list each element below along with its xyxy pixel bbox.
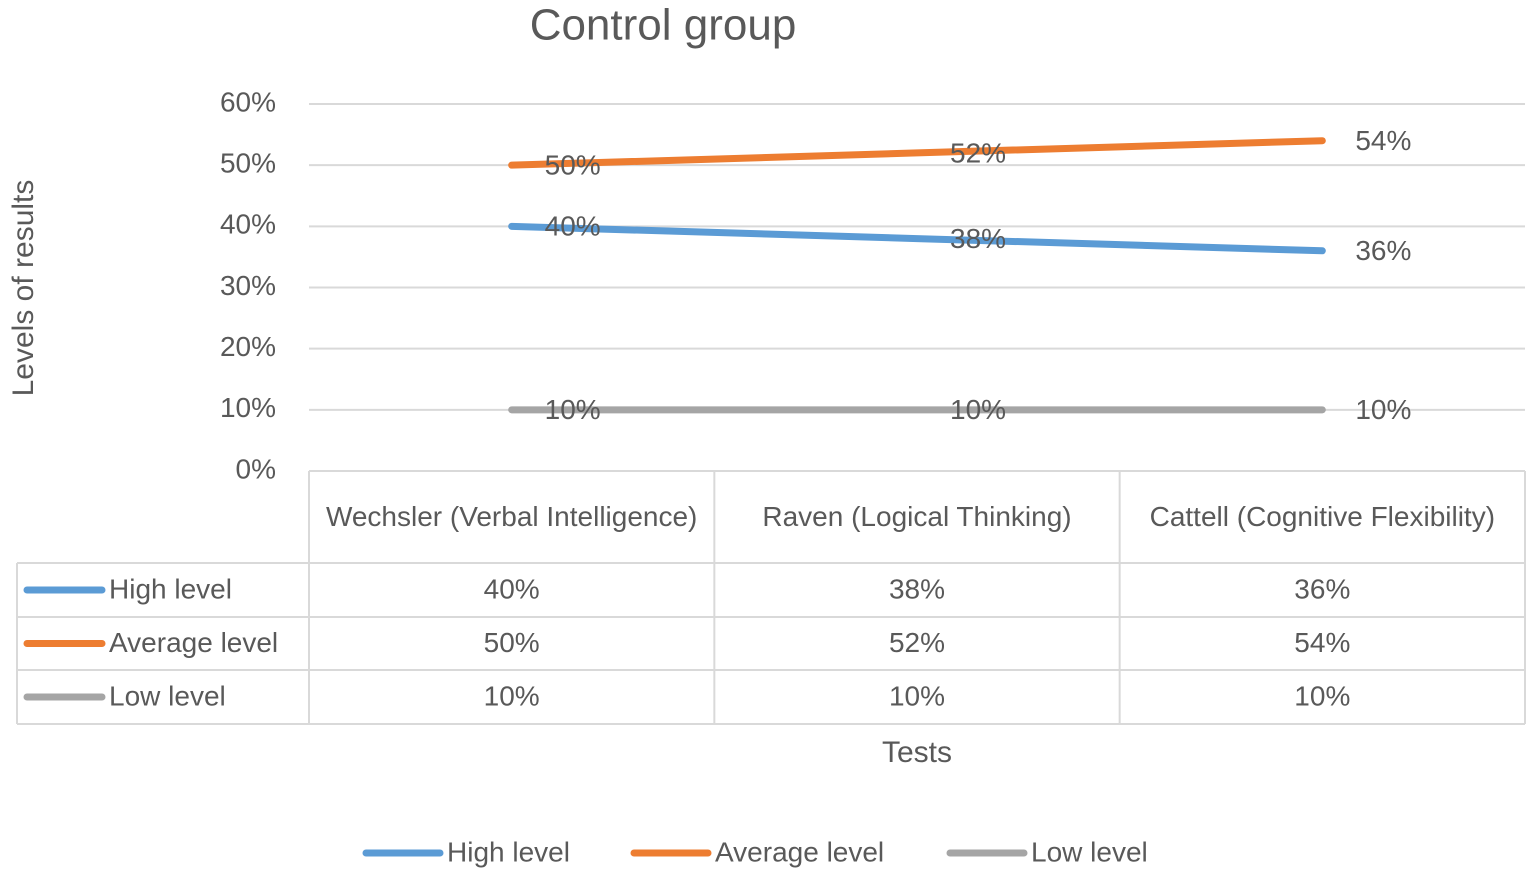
- data-label: 10%: [950, 394, 1006, 425]
- data-label: 54%: [1355, 125, 1411, 156]
- series-line: [508, 137, 1326, 169]
- data-label: 52%: [950, 137, 1006, 168]
- table-series-name: Low level: [109, 680, 226, 711]
- y-tick-label: 0%: [236, 453, 276, 484]
- table-series-name: Average level: [109, 627, 278, 658]
- legend-label: Average level: [715, 836, 884, 867]
- table-cell: 38%: [889, 573, 945, 604]
- y-tick-label: 60%: [220, 86, 276, 117]
- legend-label: High level: [447, 836, 570, 867]
- table-header: Wechsler (Verbal Intelligence): [325, 501, 698, 532]
- data-label: 40%: [545, 211, 601, 242]
- table-header: Cattell (Cognitive Flexibility): [1149, 501, 1496, 532]
- data-label: 10%: [545, 394, 601, 425]
- data-label: 10%: [1355, 394, 1411, 425]
- y-axis-title: Levels of results: [7, 180, 40, 397]
- category-label: Raven (Logical Thinking): [762, 501, 1072, 532]
- data-label: 50%: [545, 150, 601, 181]
- chart-title: Control group: [530, 1, 797, 50]
- series-line: [508, 222, 1326, 255]
- table-cell: 54%: [1294, 627, 1350, 658]
- table-cell: 50%: [484, 627, 540, 658]
- table-series-name: High level: [109, 573, 232, 604]
- x-axis-title: Tests: [882, 736, 952, 769]
- table-cell: 36%: [1294, 573, 1350, 604]
- table-header: Raven (Logical Thinking): [762, 501, 1072, 532]
- table-cell: 40%: [484, 573, 540, 604]
- legend-label: Low level: [1031, 836, 1148, 867]
- category-label: Wechsler (Verbal Intelligence): [325, 501, 698, 532]
- y-tick-label: 50%: [220, 148, 276, 179]
- table-cell: 10%: [889, 680, 945, 711]
- table-cell: 10%: [484, 680, 540, 711]
- table-cell: 52%: [889, 627, 945, 658]
- data-label: 38%: [950, 223, 1006, 254]
- category-label: Cattell (Cognitive Flexibility): [1149, 501, 1496, 532]
- table-cell: 10%: [1294, 680, 1350, 711]
- data-label: 36%: [1355, 235, 1411, 266]
- y-tick-label: 30%: [220, 270, 276, 301]
- y-tick-label: 40%: [220, 209, 276, 240]
- y-tick-label: 10%: [220, 392, 276, 423]
- y-tick-label: 20%: [220, 331, 276, 362]
